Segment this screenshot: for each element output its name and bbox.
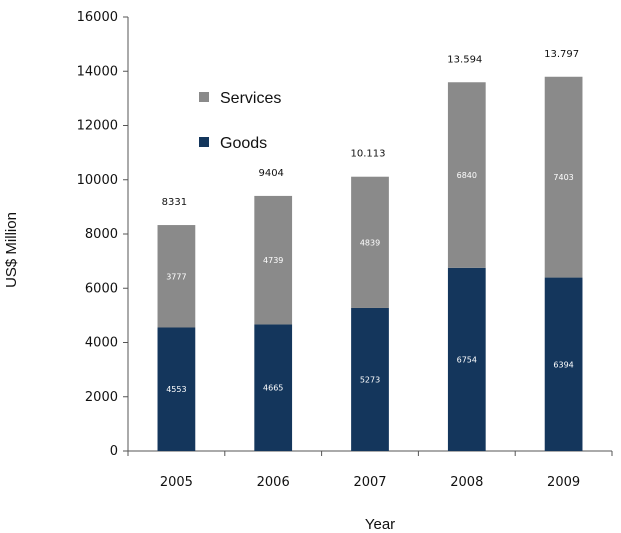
- y-tick-label: 14000: [77, 64, 118, 79]
- bar-value-label-services: 4839: [360, 238, 380, 247]
- x-tick-label: 2007: [353, 475, 386, 490]
- x-tick-label: 2005: [160, 475, 193, 490]
- bar-value-label-services: 3777: [166, 272, 186, 281]
- legend-swatch-services: [199, 92, 209, 102]
- legend-label-services: Services: [220, 90, 281, 107]
- bar-goods: [351, 307, 389, 451]
- x-ticks: 2005 2006 2007 2008 2009: [127, 451, 613, 490]
- y-tick-label: 10000: [77, 173, 118, 188]
- bar-services: [254, 195, 293, 325]
- y-tick-label: 8000: [85, 227, 118, 242]
- y-tick-label: 2000: [85, 390, 118, 405]
- bar-value-label-services: 4739: [263, 256, 283, 265]
- legend-label-goods: Goods: [220, 135, 267, 152]
- y-tick-label: 6000: [85, 281, 118, 296]
- bar-services: [351, 176, 389, 308]
- x-tick-label: 2008: [450, 475, 483, 490]
- legend: Services Goods: [199, 90, 281, 152]
- bar-total-label: 13.594: [447, 54, 482, 65]
- x-axis-title: Year: [365, 516, 395, 533]
- bar-services: [544, 76, 583, 278]
- bar-total-label: 8331: [162, 197, 187, 208]
- bar-goods: [157, 327, 196, 451]
- x-tick-label: 2006: [257, 475, 290, 490]
- bar-services: [157, 225, 196, 328]
- y-tick-label: 16000: [77, 10, 118, 25]
- bar-total-label: 10.113: [351, 149, 386, 160]
- bar-value-label-goods: 4665: [263, 384, 283, 393]
- y-tick-label: 4000: [85, 336, 118, 351]
- y-ticks: 0 2000 4000 6000 8000 10000 12000 14000 16000: [77, 10, 128, 459]
- bar-goods: [254, 324, 293, 451]
- x-axis: 2005 2006 2007 2008 2009: [127, 450, 613, 490]
- bar-services: [447, 82, 486, 268]
- bar-value-label-goods: 6394: [553, 360, 573, 369]
- y-tick-label: 0: [110, 444, 118, 459]
- bars: 4553 3777 8331 4665 4739 9404 5273 4839 10.113 67…: [157, 49, 583, 451]
- y-axis: 0 2000 4000 6000 8000 10000 12000 14000 16000: [77, 10, 129, 459]
- bar-total-label: 9404: [258, 168, 283, 179]
- y-axis-title: US$ Million: [3, 212, 20, 288]
- bar-value-label-goods: 5273: [360, 375, 380, 384]
- y-tick-label: 12000: [77, 119, 118, 134]
- bar-total-label: 13.797: [544, 49, 579, 60]
- x-tick-label: 2009: [547, 475, 580, 490]
- bar-value-label-goods: 4553: [166, 385, 186, 394]
- bar-value-label-services: 7403: [553, 173, 573, 182]
- bar-goods: [544, 277, 583, 451]
- bar-value-label-goods: 6754: [457, 355, 477, 364]
- bar-value-label-services: 6840: [457, 171, 477, 180]
- legend-swatch-goods: [199, 137, 209, 147]
- bar-goods: [447, 267, 486, 451]
